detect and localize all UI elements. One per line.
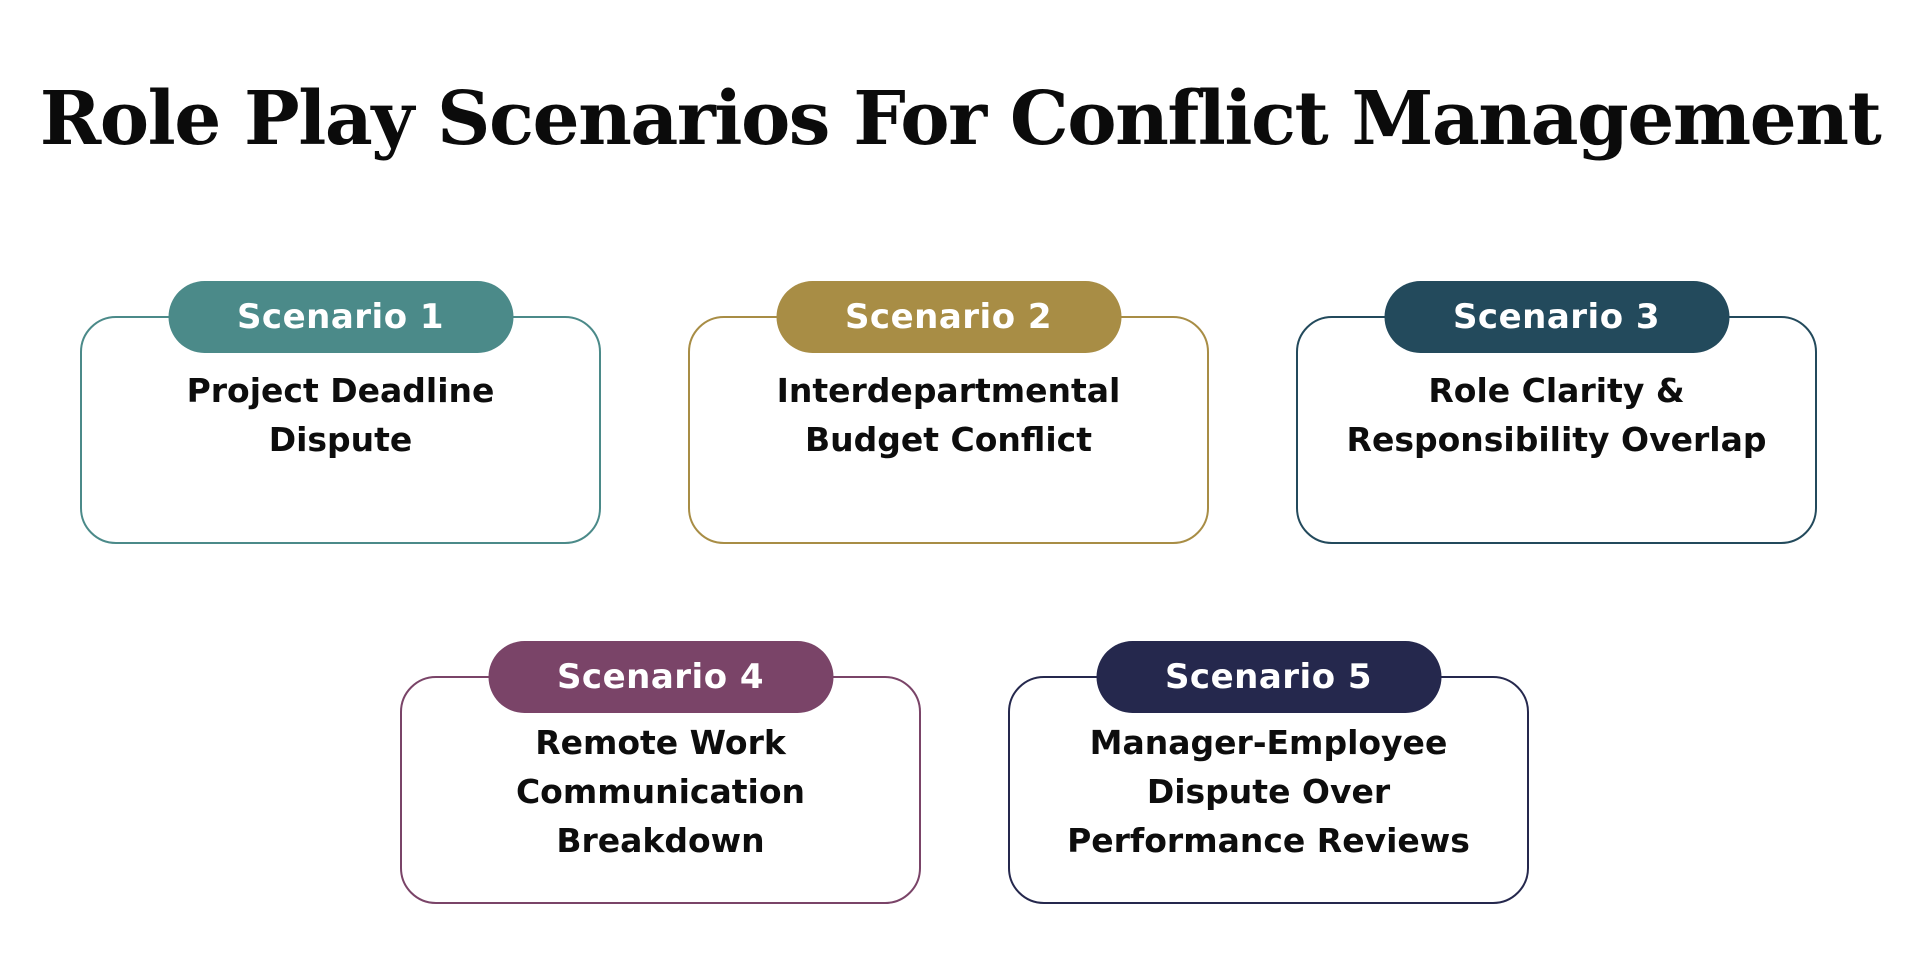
scenario-text-3: Role Clarity & Responsibility Overlap: [1346, 371, 1767, 459]
scenario-card-1: Scenario 1 Project Deadline Dispute: [80, 281, 601, 544]
scenario-card-2: Scenario 2 Interdepartmental Budget Conf…: [688, 281, 1209, 544]
scenario-label: Scenario 3: [1452, 297, 1661, 337]
scenario-label: Scenario 4: [556, 657, 765, 697]
scenario-title: Project Deadline Dispute: [102, 366, 579, 528]
scenario-card-3: Scenario 3 Role Clarity & Responsibility…: [1296, 281, 1817, 544]
scenario-card-4: Scenario 4 Remote Work Communication Bre…: [400, 641, 921, 904]
scenario-badge-1: Scenario 1: [168, 281, 513, 353]
scenario-title: Remote Work Communication Breakdown: [422, 718, 899, 888]
scenario-badge-5: Scenario 5: [1096, 641, 1441, 713]
scenario-text-4: Remote Work Communication Breakdown: [515, 723, 806, 860]
scenario-label: Scenario 2: [844, 297, 1053, 337]
scenario-title: Manager-Employee Dispute Over Performanc…: [1030, 718, 1507, 888]
scenario-text-1: Project Deadline Dispute: [186, 371, 495, 459]
scenario-text-2: Interdepartmental Budget Conflict: [776, 371, 1121, 459]
scenario-badge-4: Scenario 4: [488, 641, 833, 713]
scenario-title: Role Clarity & Responsibility Overlap: [1318, 366, 1795, 528]
scenario-title: Interdepartmental Budget Conflict: [710, 366, 1187, 528]
scenario-badge-2: Scenario 2: [776, 281, 1121, 353]
scenario-text-5: Manager-Employee Dispute Over Performanc…: [1067, 723, 1470, 860]
scenario-label: Scenario 1: [236, 297, 445, 337]
scenario-card-5: Scenario 5 Manager-Employee Dispute Over…: [1008, 641, 1529, 904]
scenario-label: Scenario 5: [1164, 657, 1373, 697]
page-title: Role Play Scenarios For Conflict Managem…: [39, 76, 1882, 162]
scenario-badge-3: Scenario 3: [1384, 281, 1729, 353]
